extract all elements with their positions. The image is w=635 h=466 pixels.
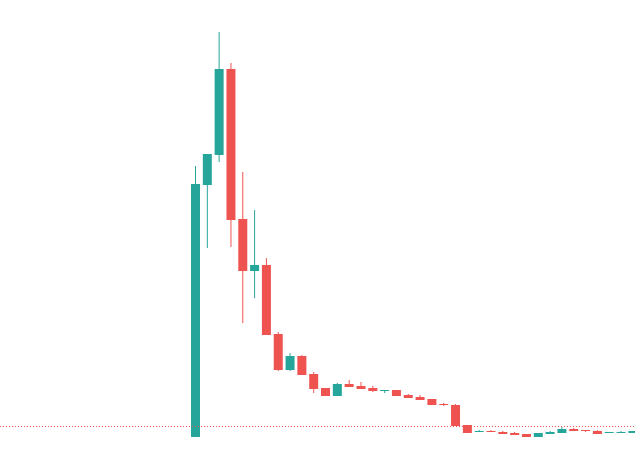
candle-21 — [427, 399, 437, 405]
candle-body — [309, 374, 319, 389]
candle-body — [557, 429, 567, 433]
candle-body — [391, 390, 401, 396]
candle-body — [498, 432, 508, 434]
candle-body — [439, 404, 449, 405]
candle-36 — [604, 432, 614, 433]
candle-body — [415, 397, 425, 400]
candle-27 — [498, 431, 508, 434]
candle-body — [581, 430, 591, 431]
candle-12 — [321, 388, 331, 396]
candle-10 — [297, 355, 307, 375]
candle-7 — [261, 258, 271, 335]
candle-8 — [273, 332, 283, 371]
candle-body — [250, 265, 260, 271]
candle-34 — [581, 430, 591, 432]
candle-38 — [628, 431, 635, 433]
candle-24 — [462, 425, 472, 433]
candle-4 — [226, 63, 236, 247]
candle-body — [427, 399, 437, 405]
candle-11 — [309, 372, 319, 393]
candle-body — [569, 429, 579, 431]
candle-body — [261, 265, 271, 335]
candle-30 — [533, 433, 543, 437]
candle-body — [202, 154, 212, 185]
candle-body — [297, 356, 307, 375]
candle-body — [191, 184, 200, 437]
candle-body — [285, 356, 295, 370]
candle-body — [592, 431, 602, 434]
candle-19 — [403, 394, 413, 398]
candle-body — [380, 390, 390, 391]
candle-32 — [557, 427, 567, 433]
candle-2 — [202, 154, 212, 248]
candle-body — [616, 432, 626, 433]
candle-29 — [521, 434, 531, 437]
candle-22 — [439, 403, 449, 406]
candle-23 — [451, 404, 461, 426]
candle-6 — [250, 210, 260, 298]
candle-37 — [616, 431, 626, 433]
candle-body — [356, 386, 366, 389]
candle-1 — [191, 166, 200, 437]
candle-body — [321, 388, 331, 396]
candle-20 — [415, 395, 425, 400]
candle-15 — [356, 382, 366, 389]
candle-17 — [380, 390, 390, 393]
candle-body — [368, 388, 378, 391]
candle-35 — [592, 430, 602, 434]
candle-body — [521, 434, 531, 437]
candle-28 — [510, 432, 520, 435]
candle-body — [451, 405, 461, 426]
candle-18 — [391, 390, 401, 396]
candle-33 — [569, 428, 579, 431]
candle-body — [486, 431, 496, 432]
candle-14 — [344, 380, 354, 387]
candles-group — [191, 32, 635, 437]
candle-16 — [368, 386, 378, 392]
candle-body — [474, 431, 484, 432]
candle-body — [403, 395, 413, 398]
candle-body — [510, 433, 520, 435]
candle-31 — [545, 431, 555, 434]
candle-26 — [486, 430, 496, 432]
candle-body — [226, 69, 236, 220]
candle-5 — [238, 172, 248, 323]
candle-body — [214, 69, 224, 155]
candle-body — [344, 384, 354, 387]
candle-13 — [332, 383, 342, 396]
candle-9 — [285, 353, 295, 371]
candle-body — [273, 334, 283, 370]
candle-body — [533, 433, 543, 437]
candle-25 — [474, 430, 484, 432]
candle-body — [238, 219, 248, 271]
candle-body — [332, 384, 342, 396]
candle-3 — [214, 32, 224, 162]
candle-body — [462, 425, 472, 433]
candle-body — [628, 431, 635, 433]
candle-body — [545, 432, 555, 434]
candle-body — [604, 432, 614, 433]
